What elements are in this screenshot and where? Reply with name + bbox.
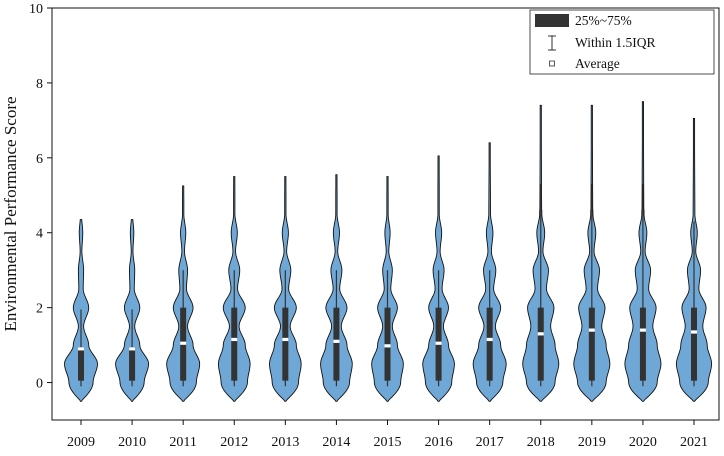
- iqr-box-2009: [78, 346, 84, 381]
- iqr-box-2017: [486, 307, 493, 381]
- mean-marker-2021: [691, 330, 697, 334]
- x-tick-label-2013: 2013: [271, 435, 299, 450]
- violin-2015: [371, 176, 404, 402]
- mean-marker-2012: [231, 337, 238, 342]
- x-tick-label-2015: 2015: [374, 435, 402, 450]
- mean-marker-2010: [129, 347, 136, 351]
- mean-marker-2016: [435, 341, 442, 345]
- x-tick-label-2019: 2019: [578, 435, 606, 450]
- plot-frame: [51, 7, 720, 421]
- x-tick-label-2011: 2011: [169, 435, 196, 450]
- y-tick-label-4: 4: [36, 227, 43, 242]
- mean-marker-2009: [78, 347, 84, 351]
- x-tick-label-2010: 2010: [118, 435, 146, 450]
- iqr-box-2012: [231, 307, 238, 381]
- iqr-box-2018: [537, 307, 544, 381]
- violin-2012: [217, 176, 251, 402]
- mean-marker-2017: [486, 337, 493, 342]
- violins: [64, 101, 713, 402]
- y-tick-label-2: 2: [36, 302, 43, 317]
- violin-2020: [624, 101, 662, 402]
- x-tick-label-2012: 2012: [220, 435, 248, 450]
- legend-label-iqr: 25%~75%: [575, 13, 632, 28]
- iqr-box-2015: [384, 307, 391, 381]
- legend: 25%~75% Within 1.5IQR Average: [529, 9, 715, 75]
- iqr-box-2021: [691, 307, 697, 381]
- mean-marker-2015: [384, 344, 391, 348]
- x-tick-label-2018: 2018: [527, 435, 555, 450]
- violin-2009: [64, 219, 98, 402]
- x-tick-label-2017: 2017: [476, 435, 504, 450]
- x-tick-label-2020: 2020: [629, 435, 657, 450]
- iqr-box-2019: [588, 307, 595, 381]
- iqr-box-2013: [282, 307, 289, 381]
- y-tick-label-8: 8: [36, 77, 43, 92]
- mean-marker-2020: [639, 328, 646, 332]
- violin-2010: [115, 219, 150, 402]
- iqr-box-2020: [639, 307, 646, 381]
- y-tick-label-6: 6: [36, 152, 43, 167]
- violin-2014: [320, 174, 353, 402]
- legend-symbol-whisker: [548, 35, 556, 51]
- violin-2021: [675, 118, 713, 402]
- x-tick-label-2016: 2016: [425, 435, 453, 450]
- mean-marker-2018: [537, 332, 544, 336]
- y-tick-label-0: 0: [36, 377, 43, 392]
- legend-label-whisker: Within 1.5IQR: [575, 35, 655, 50]
- x-tick-label-2009: 2009: [67, 435, 95, 450]
- violin-2013: [269, 176, 302, 402]
- x-tick-label-2014: 2014: [322, 435, 350, 450]
- mean-marker-2014: [333, 339, 340, 343]
- violin-2017: [472, 142, 507, 402]
- legend-symbol-average: [549, 60, 555, 67]
- y-axis-title: Environmental Performance Score: [1, 96, 20, 331]
- x-tick-label-2021: 2021: [680, 435, 708, 450]
- legend-label-average: Average: [575, 56, 620, 71]
- violin-2011: [166, 185, 201, 402]
- violin-2016: [422, 155, 455, 402]
- legend-symbol-box: [535, 14, 569, 27]
- iqr-box-2014: [333, 307, 340, 381]
- violin-2019: [573, 104, 611, 402]
- mean-marker-2011: [180, 341, 187, 345]
- violin-2018: [522, 104, 560, 402]
- mean-marker-2013: [282, 337, 289, 342]
- y-tick-label-10: 10: [29, 2, 43, 17]
- iqr-box-2010: [129, 346, 136, 381]
- mean-marker-2019: [588, 328, 595, 332]
